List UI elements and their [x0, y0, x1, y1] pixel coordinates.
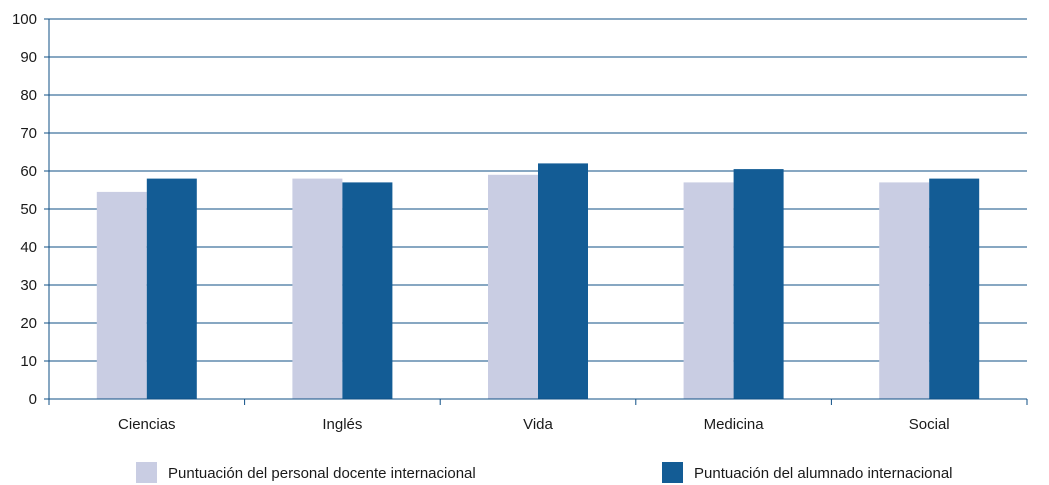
y-tick-label: 70	[20, 125, 37, 142]
legend-label: Puntuación del personal docente internac…	[168, 465, 476, 482]
bar-inglés-series-1	[292, 178, 343, 399]
y-tick-label: 20	[20, 315, 37, 332]
bar-social-series-2	[929, 178, 980, 399]
y-tick-label: 90	[20, 49, 37, 66]
x-tick-label: Inglés	[322, 416, 362, 433]
x-tick-label: Social	[909, 416, 950, 433]
y-tick-label: 0	[29, 391, 37, 408]
legend: Puntuación del personal docente internac…	[136, 462, 953, 483]
x-axis: Ciencias Inglés Vida Medicina Social	[48, 398, 1028, 433]
bar-vida-series-2	[538, 163, 588, 399]
x-tick-label: Medicina	[704, 416, 765, 433]
x-tick-label: Ciencias	[118, 416, 176, 433]
y-tick-label: 50	[20, 201, 37, 218]
y-tick-label: 100	[12, 11, 37, 28]
y-axis-tick-labels: 0 10 20 30 40 50 60 70 80 90 100	[12, 11, 37, 408]
legend-swatch	[136, 462, 157, 483]
y-tick-label: 40	[20, 239, 37, 256]
bar-inglés-series-2	[342, 182, 393, 399]
y-tick-label: 10	[20, 353, 37, 370]
x-tick-label: Vida	[523, 416, 553, 433]
legend-item-2: Puntuación del alumnado internacional	[662, 462, 953, 483]
legend-label: Puntuación del alumnado internacional	[694, 465, 953, 482]
bar-ciencias-series-2	[146, 178, 197, 399]
legend-item-1: Puntuación del personal docente internac…	[136, 462, 476, 483]
bars	[96, 163, 980, 399]
bar-vida-series-1	[488, 174, 538, 399]
bar-medicina-series-2	[733, 169, 784, 399]
bar-ciencias-series-1	[96, 191, 147, 399]
legend-swatch	[662, 462, 683, 483]
y-tick-label: 30	[20, 277, 37, 294]
y-tick-label: 80	[20, 87, 37, 104]
bar-social-series-1	[879, 182, 930, 399]
y-tick-label: 60	[20, 163, 37, 180]
bar-medicina-series-1	[683, 182, 734, 399]
